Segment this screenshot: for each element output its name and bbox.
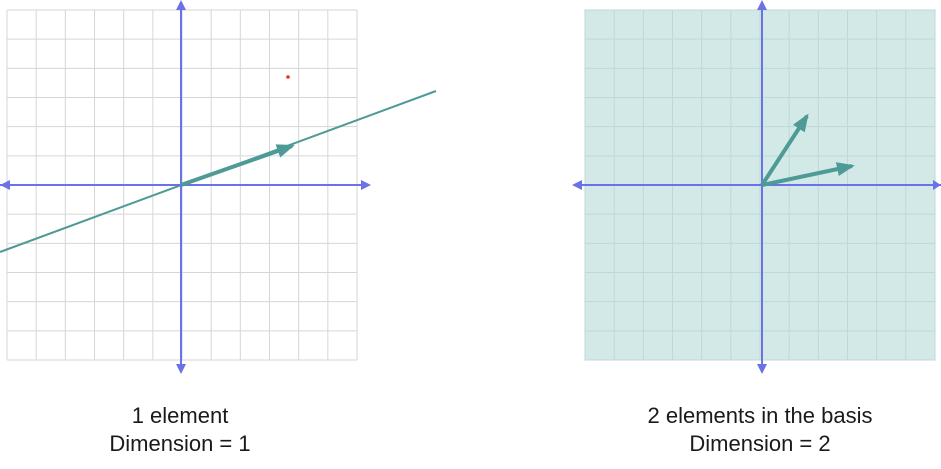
left-caption-line2: Dimension = 1: [109, 431, 251, 456]
right-caption: 2 elements in the basis Dimension = 2: [580, 402, 940, 458]
right-caption-line2: Dimension = 2: [689, 431, 831, 456]
right-vector-1: [760, 113, 809, 187]
right-vector-2: [761, 162, 855, 187]
left-caption-line1: 1 element: [131, 403, 229, 428]
left-panel: [0, 0, 437, 374]
right-panel: [572, 0, 941, 374]
right-x-axis: [572, 180, 941, 190]
left-vector: [180, 144, 295, 187]
right-caption-line1: 2 elements in the basis: [647, 403, 873, 428]
left-caption: 1 element Dimension = 1: [60, 402, 300, 458]
red-dot-marker: [286, 75, 290, 79]
